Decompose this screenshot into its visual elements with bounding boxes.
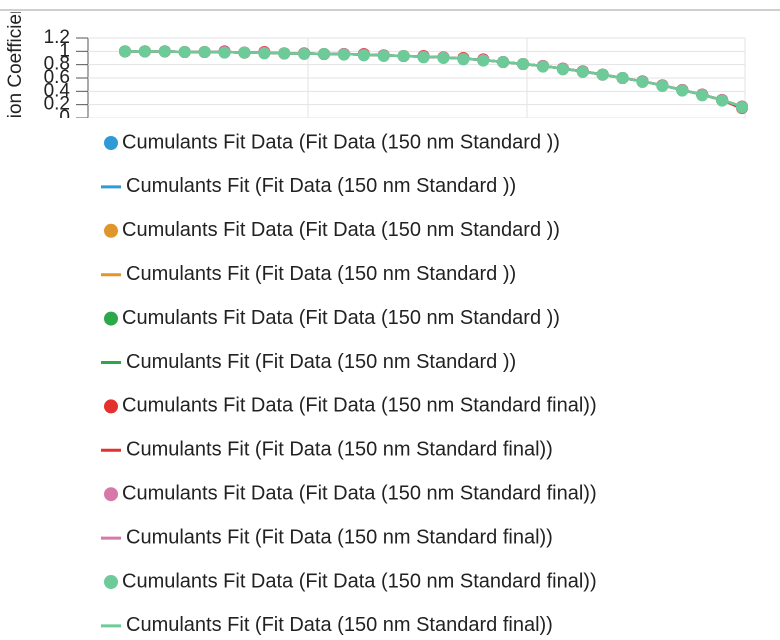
axis-area: Correlation Coefficient 00.20.40.60.811.… (5, 0, 746, 186)
y-tick-label: 0.4 (44, 80, 71, 101)
legend-label: Cumulants Fit Data (Fit Data (150 nm Sta… (122, 307, 560, 329)
y-tick-label: 1 (59, 40, 70, 61)
fit-line (125, 50, 743, 108)
plot (119, 45, 748, 114)
fit-line (125, 50, 743, 110)
y-tick-label: 1.2 (44, 27, 70, 48)
y-tick-label: 0.8 (44, 54, 70, 75)
legend-label: Cumulants Fit (Fit Data (150 nm Standard… (126, 263, 516, 285)
y-tick-label: 0.2 (44, 94, 70, 115)
legend-marker (104, 311, 118, 326)
y-tick-label: 0.6 (44, 67, 70, 88)
fit-line (125, 50, 743, 108)
legend-marker (104, 223, 118, 238)
legend-marker (104, 575, 118, 589)
legend-marker (104, 136, 118, 150)
legend: Cumulants Fit Data (Fit Data (150 nm Sta… (101, 131, 597, 636)
y-tick-label: 0 (59, 107, 70, 128)
legend-label: Cumulants Fit (Fit Data (150 nm Standard… (126, 351, 516, 373)
fit-line (125, 50, 743, 108)
legend-marker (104, 399, 118, 414)
legend-label: Cumulants Fit (Fit Data (150 nm Standard… (126, 614, 553, 636)
data-point (736, 101, 748, 114)
legend-marker (104, 487, 118, 502)
legend-label: Cumulants Fit Data (Fit Data (150 nm Sta… (122, 219, 560, 241)
fit-line (125, 50, 743, 108)
fit-line (125, 50, 743, 108)
legend-label: Cumulants Fit (Fit Data (150 nm Standard… (126, 526, 553, 548)
legend-label: Cumulants Fit Data (Fit Data (150 nm Sta… (122, 570, 597, 592)
legend-label: Cumulants Fit (Fit Data (150 nm Standard… (126, 175, 516, 197)
y-axis-label: Correlation Coefficient (5, 0, 26, 186)
legend-label: Cumulants Fit (Fit Data (150 nm Standard… (126, 439, 553, 461)
legend-label: Cumulants Fit Data (Fit Data (150 nm Sta… (122, 131, 560, 153)
legend-label: Cumulants Fit Data (Fit Data (150 nm Sta… (122, 395, 597, 417)
legend-label: Cumulants Fit Data (Fit Data (150 nm Sta… (122, 482, 597, 504)
